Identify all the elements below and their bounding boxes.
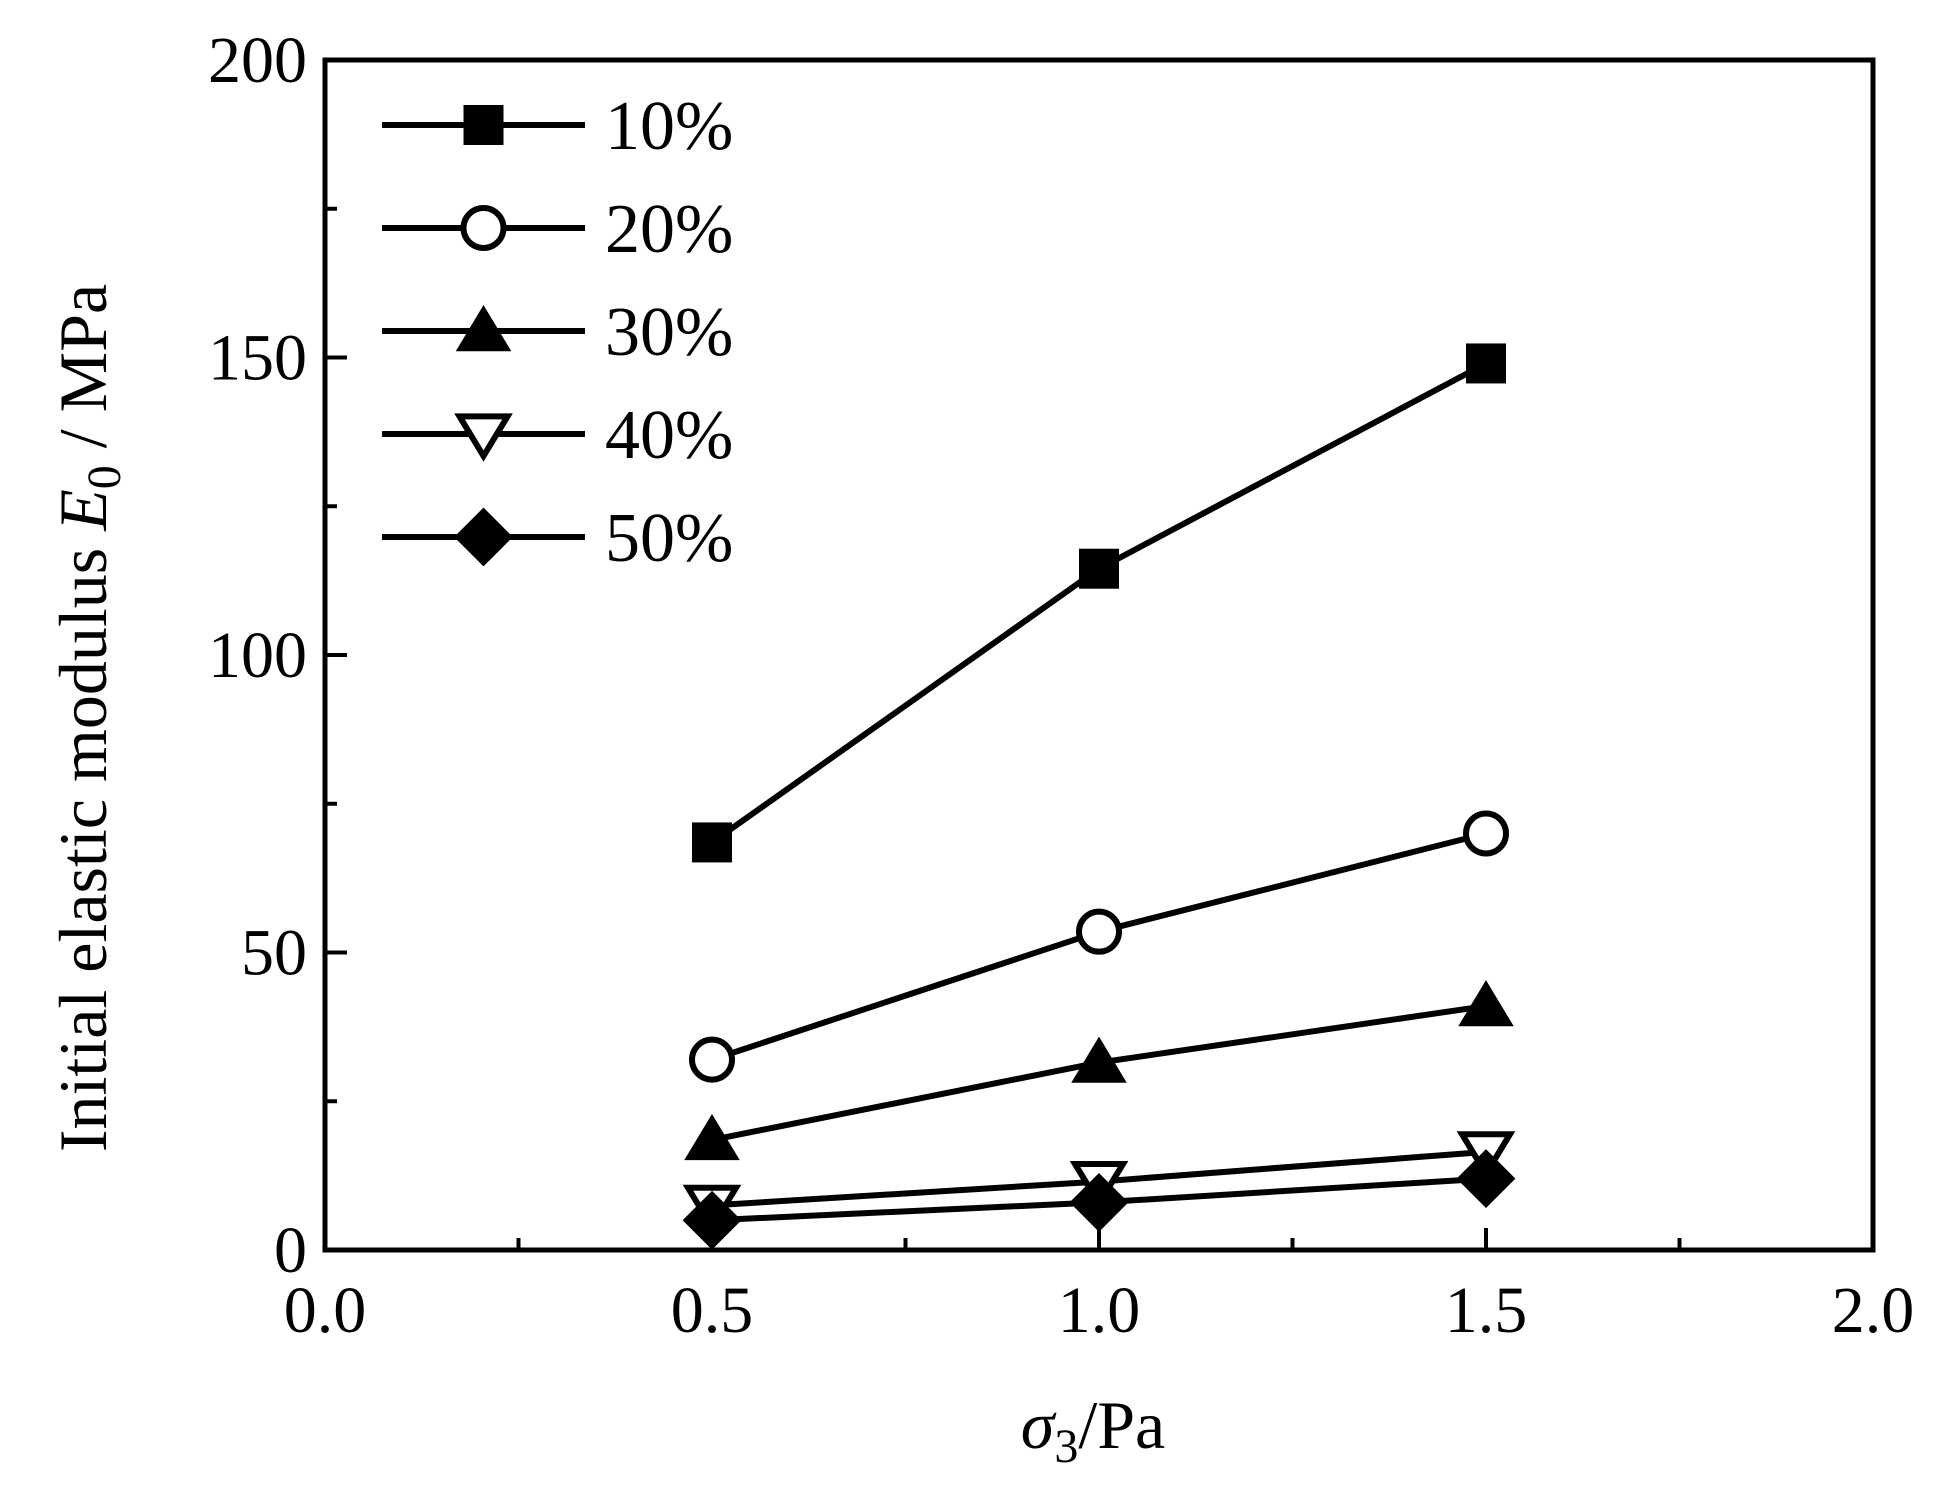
series-2 bbox=[689, 810, 1509, 1083]
x-axis-subscript: 3 bbox=[1054, 1420, 1078, 1473]
data-point bbox=[1458, 980, 1514, 1027]
series-5 bbox=[682, 1149, 1516, 1250]
legend-label: 30% bbox=[605, 294, 733, 371]
data-point bbox=[682, 1190, 742, 1250]
y-tick-label: 50 bbox=[241, 917, 307, 990]
legend-marker bbox=[454, 507, 513, 567]
legend-item: 10% bbox=[382, 88, 733, 165]
series-3 bbox=[684, 980, 1514, 1161]
legend-marker bbox=[454, 413, 513, 462]
y-tick-label: 200 bbox=[208, 24, 307, 97]
y-axis-unit: / MPa bbox=[45, 284, 121, 465]
legend-marker bbox=[455, 305, 512, 352]
x-axis-title: σ3/Pa bbox=[1021, 1387, 1165, 1473]
series-layer bbox=[682, 343, 1516, 1250]
x-axis-unit: /Pa bbox=[1078, 1387, 1165, 1463]
data-point bbox=[1456, 1149, 1516, 1209]
data-point bbox=[1079, 548, 1119, 589]
data-point bbox=[689, 1036, 735, 1083]
data-point bbox=[1466, 343, 1506, 384]
x-tick-label: 1.5 bbox=[1445, 1274, 1528, 1347]
data-point bbox=[1463, 810, 1509, 857]
legend-marker bbox=[460, 205, 507, 251]
x-axis-symbol: σ bbox=[1021, 1387, 1057, 1463]
y-axis-symbol: E bbox=[45, 489, 121, 532]
x-tick-label: 1.0 bbox=[1058, 1274, 1141, 1347]
series-line bbox=[710, 360, 1488, 845]
legend-item: 40% bbox=[382, 397, 733, 474]
y-axis-subscript: 0 bbox=[78, 465, 131, 489]
x-tick-label: 0.5 bbox=[671, 1274, 754, 1347]
y-tick-label: 150 bbox=[208, 322, 307, 395]
data-point bbox=[684, 1113, 740, 1161]
y-tick-labels: 0 50 100 150 200 bbox=[208, 24, 307, 1287]
legend-marker bbox=[463, 105, 504, 145]
legend-label: 40% bbox=[605, 397, 733, 474]
x-tick-labels: 0.0 0.5 1.0 1.5 2.0 bbox=[284, 1274, 1915, 1347]
data-point bbox=[1071, 1036, 1127, 1083]
y-tick-label: 100 bbox=[208, 619, 307, 692]
y-axis-title: Initial elastic modulus E0 / MPa bbox=[45, 284, 131, 1152]
legend-label: 10% bbox=[605, 88, 733, 165]
series-1 bbox=[692, 343, 1506, 863]
legend-item: 30% bbox=[382, 294, 733, 371]
data-point bbox=[1076, 908, 1122, 955]
x-tick-label: 0.0 bbox=[284, 1274, 367, 1347]
legend-item: 20% bbox=[382, 191, 733, 268]
minor-ticks bbox=[323, 58, 1875, 1252]
legend-label: 50% bbox=[605, 500, 733, 577]
y-axis-text: Initial elastic modulus bbox=[45, 531, 121, 1152]
legend: 10% 20% 30% 40% 50% bbox=[382, 88, 733, 577]
legend-item: 50% bbox=[382, 500, 733, 577]
x-tick-label: 2.0 bbox=[1832, 1274, 1915, 1347]
legend-label: 20% bbox=[605, 191, 733, 268]
data-point bbox=[1069, 1172, 1129, 1232]
data-point bbox=[692, 822, 732, 863]
y-tick-label: 0 bbox=[274, 1214, 307, 1287]
